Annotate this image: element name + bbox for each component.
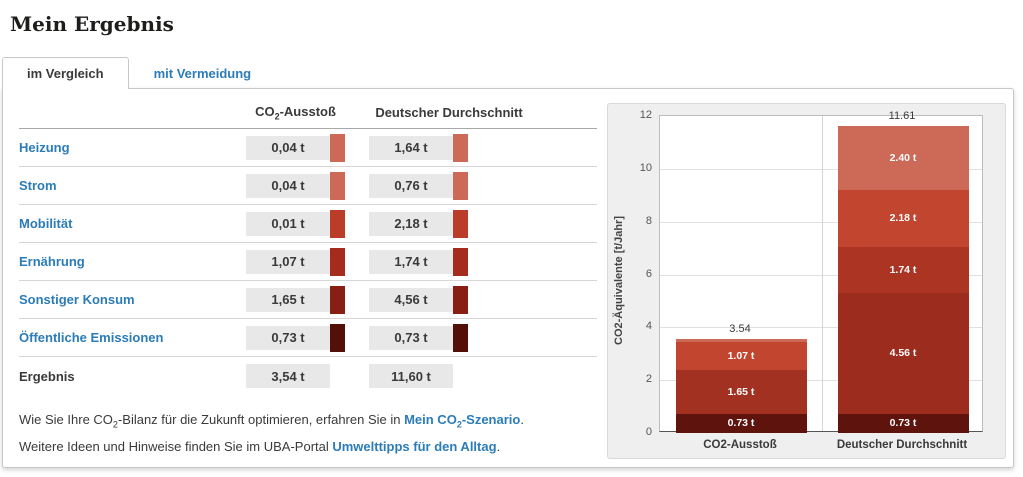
avg-value-box: 4,56 t <box>369 287 453 312</box>
color-swatch <box>330 171 345 200</box>
gridline <box>660 221 982 223</box>
segment-label: 1.65 t <box>727 385 755 398</box>
y-tick-label: 4 <box>645 320 652 333</box>
gridline <box>660 274 982 276</box>
results-table: CO2-Ausstoß Deutscher Durchschnitt Heizu… <box>19 97 597 395</box>
x-axis-label: Deutscher Durchschnitt <box>836 439 968 451</box>
avg-value-box: 1,74 t <box>369 249 453 274</box>
result-avg-value: 11,60 t <box>369 364 453 388</box>
value-box: 1,65 t <box>246 287 330 312</box>
chart-plot-area: 1.07 t 1.65 t 0.73 t 2.40 t 2.18 t 1.74 t 4.56… <box>659 115 983 433</box>
bar-segment: 1.74 t <box>837 247 969 294</box>
bar-segment: 4.56 t <box>837 293 969 414</box>
color-swatch <box>453 285 468 314</box>
y-tick-label: 8 <box>645 214 652 227</box>
color-swatch <box>330 285 345 314</box>
table-row-result: Ergebnis 3,54 t 11,60 t <box>19 357 597 395</box>
link-umwelttipps[interactable]: Umwelttipps für den Alltag <box>332 438 497 454</box>
chart-panel: CO2-Äquivalente [t/Jahr] 1.07 t 1.65 t 0.7… <box>607 103 1006 459</box>
column-header-durchschnitt: Deutscher Durchschnitt <box>375 105 523 120</box>
category-link[interactable]: Strom <box>19 178 57 193</box>
y-tick-label: 0 <box>645 426 652 438</box>
color-swatch <box>330 323 345 352</box>
result-value: 3,54 t <box>246 364 330 388</box>
y-tick-label: 6 <box>645 267 652 280</box>
bar-segment <box>675 339 807 342</box>
table-header: CO2-Ausstoß Deutscher Durchschnitt <box>19 97 597 129</box>
page-title: Mein Ergebnis <box>10 12 174 36</box>
color-swatch <box>330 247 345 276</box>
value-box: 0,01 t <box>246 211 330 236</box>
color-swatch <box>453 133 468 162</box>
segment-label: 0.73 t <box>889 417 917 430</box>
stacked-bar: 2.40 t 2.18 t 1.74 t 4.56 t 0.73 t <box>837 126 969 433</box>
table-row: Ernährung 1,07 t 1,74 t <box>19 243 597 281</box>
avg-value-box: 0,73 t <box>369 325 453 350</box>
bar-total-label: 3.54 <box>729 323 751 336</box>
bar-segment: 1.65 t <box>675 370 807 414</box>
x-axis-label: CO2-Ausstoß <box>703 439 777 451</box>
bar-total-label: 11.61 <box>888 110 916 123</box>
value-box: 1,07 t <box>246 249 330 274</box>
segment-label: 1.74 t <box>889 264 917 277</box>
result-label: Ergebnis <box>19 368 75 384</box>
footer-line-1: Wie Sie Ihre CO2-Bilanz für die Zukunft … <box>19 412 524 430</box>
category-link[interactable]: Ernährung <box>19 254 85 269</box>
table-row: Mobilität 0,01 t 2,18 t <box>19 205 597 243</box>
avg-value-box: 1,64 t <box>369 135 453 160</box>
bar-segment: 1.07 t <box>675 341 807 371</box>
footer-line-2: Weitere Ideen und Hinweise finden Sie im… <box>19 438 501 454</box>
table-row: Sonstiger Konsum 1,65 t 4,56 t <box>19 281 597 319</box>
category-link[interactable]: Öffentliche Emissionen <box>19 330 164 345</box>
color-swatch <box>453 171 468 200</box>
segment-label: 1.07 t <box>727 349 755 362</box>
bar-segment: 0.73 t <box>837 413 969 433</box>
table-row: Öffentliche Emissionen 0,73 t 0,73 t <box>19 319 597 357</box>
stacked-bar: 1.07 t 1.65 t 0.73 t <box>675 339 807 433</box>
tab-bar: im Vergleich mit Vermeidung <box>2 57 276 89</box>
table-row: Strom 0,04 t 0,76 t <box>19 167 597 205</box>
segment-label: 4.56 t <box>889 347 917 360</box>
tab-mit-vermeidung[interactable]: mit Vermeidung <box>153 65 252 81</box>
y-tick-label: 2 <box>645 373 652 386</box>
color-swatch <box>330 133 345 162</box>
gridline <box>660 168 982 170</box>
value-box: 0,04 t <box>246 135 330 160</box>
table-row: Heizung 0,04 t 1,64 t <box>19 129 597 167</box>
column-header-co2-ausstoss: CO2-Ausstoß <box>255 103 336 122</box>
bar-segment: 0.73 t <box>675 413 807 433</box>
value-box: 0,73 t <box>246 325 330 350</box>
footer-note: Wie Sie Ihre CO2-Bilanz für die Zukunft … <box>19 409 605 457</box>
category-link[interactable]: Mobilität <box>19 216 73 231</box>
category-divider <box>822 116 823 431</box>
avg-value-box: 2,18 t <box>369 211 453 236</box>
gridline <box>660 327 982 329</box>
gridline <box>660 380 982 382</box>
category-link[interactable]: Sonstiger Konsum <box>19 292 135 307</box>
table-rows: Heizung 0,04 t 1,64 t Strom 0,04 t 0,76 t Mobi… <box>19 129 597 357</box>
color-swatch <box>453 209 468 238</box>
color-swatch <box>453 247 468 276</box>
category-link[interactable]: Heizung <box>19 140 70 155</box>
bar-segment: 2.18 t <box>837 189 969 248</box>
link-mein-co2-szenario[interactable]: Mein CO2-Szenario <box>404 412 521 430</box>
segment-label: 0.73 t <box>727 417 755 430</box>
value-box: 0,04 t <box>246 173 330 198</box>
color-swatch <box>330 209 345 238</box>
y-tick-label: 10 <box>639 161 652 174</box>
bar-segment: 2.40 t <box>837 126 969 190</box>
tab-im-vergleich[interactable]: im Vergleich <box>2 57 129 89</box>
segment-label: 2.40 t <box>889 151 917 164</box>
avg-value-box: 0,76 t <box>369 173 453 198</box>
color-swatch <box>453 323 468 352</box>
segment-label: 2.18 t <box>889 212 917 225</box>
results-card: CO2-Ausstoß Deutscher Durchschnitt Heizu… <box>2 88 1014 468</box>
y-tick-label: 12 <box>639 109 652 121</box>
